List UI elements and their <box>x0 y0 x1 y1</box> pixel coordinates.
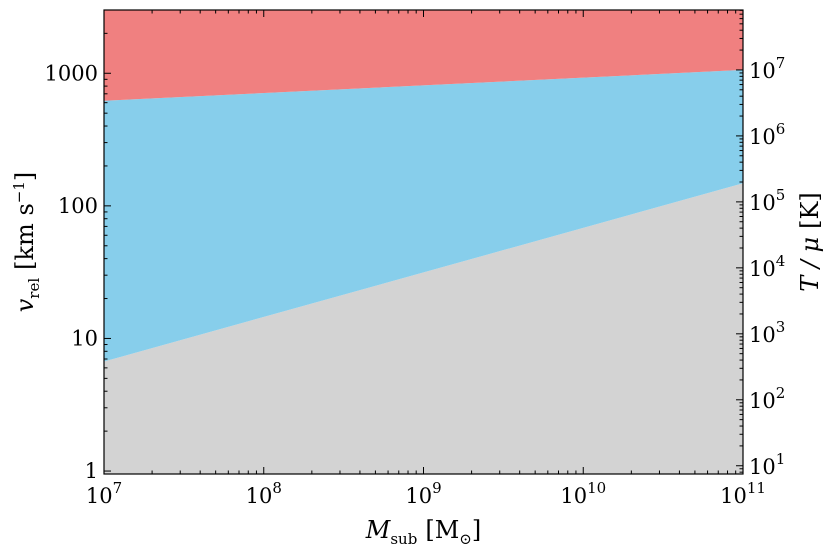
y-tick-label: 1 <box>85 459 98 483</box>
region-2 <box>104 69 743 362</box>
y-tick-label: 1000 <box>45 61 98 85</box>
regions-layer <box>104 10 743 475</box>
x-tick-label: 1010 <box>560 479 606 508</box>
y2-tick-label: 107 <box>749 54 785 83</box>
x-tick-label: 107 <box>86 479 122 508</box>
tick-labels-layer: 107 108 109 1010 1011 1 10 100 1000 101 102 103 104 1… <box>45 54 786 508</box>
y2-tick-label: 103 <box>749 318 785 347</box>
y-axis-title: vrel[km s−1] <box>10 172 43 313</box>
y2-tick-label: 105 <box>749 186 785 215</box>
x-tick-label: 109 <box>405 479 441 508</box>
y2-tick-label: 106 <box>749 120 785 149</box>
y2-tick-label: 104 <box>749 252 785 281</box>
region-3 <box>104 10 743 101</box>
x-tick-label: 108 <box>246 479 282 508</box>
region-1 <box>104 183 743 475</box>
ticks-layer <box>103 9 744 474</box>
x-axis-title: Msub [M⊙] <box>365 516 481 548</box>
y2-axis-title: T / μ[K] <box>796 192 824 292</box>
y2-tick-label: 101 <box>749 450 785 479</box>
y2-tick-label: 102 <box>749 384 785 413</box>
y-tick-label: 10 <box>71 326 98 350</box>
y-tick-label: 100 <box>58 194 98 218</box>
x-tick-label: 1011 <box>720 479 766 508</box>
